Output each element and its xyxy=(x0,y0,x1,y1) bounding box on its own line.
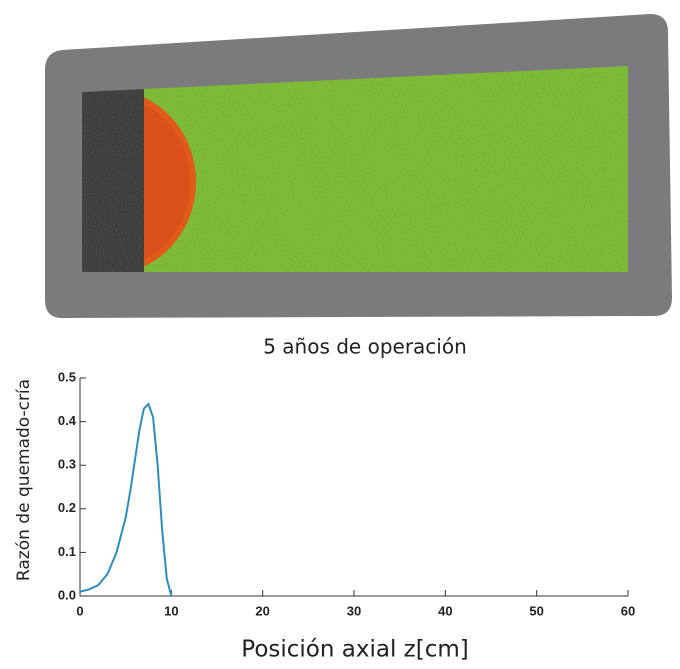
x-tick-label: 30 xyxy=(347,603,361,618)
x-tick-label: 50 xyxy=(529,603,543,618)
data-line xyxy=(80,404,171,596)
y-tick-label: 0.2 xyxy=(58,500,76,515)
x-tick-label: 60 xyxy=(621,603,635,618)
x-tick-label: 20 xyxy=(255,603,269,618)
x-axis-label: Posición axial z[cm] xyxy=(241,637,468,663)
reactor-render xyxy=(24,14,672,318)
y-tick-label: 0.3 xyxy=(58,457,76,472)
x-tick-label: 40 xyxy=(438,603,452,618)
x-tick-label: 10 xyxy=(164,603,178,618)
x-tick-label: 0 xyxy=(76,603,83,618)
plot: 0.0 0.1 0.2 0.3 0.4 0.5 0 10 20 30 40 50 60 xyxy=(58,369,635,618)
y-tick-label: 0.4 xyxy=(58,413,77,428)
page: 5 años de operación Razón de quemado-crí… xyxy=(0,0,680,669)
caption: 5 años de operación xyxy=(263,335,467,359)
y-tick-label: 0.5 xyxy=(58,369,76,384)
y-tick-label: 0.1 xyxy=(58,544,76,559)
y-axis-label: Razón de quemado-cría xyxy=(14,379,34,581)
y-tick-label: 0.0 xyxy=(58,587,76,602)
